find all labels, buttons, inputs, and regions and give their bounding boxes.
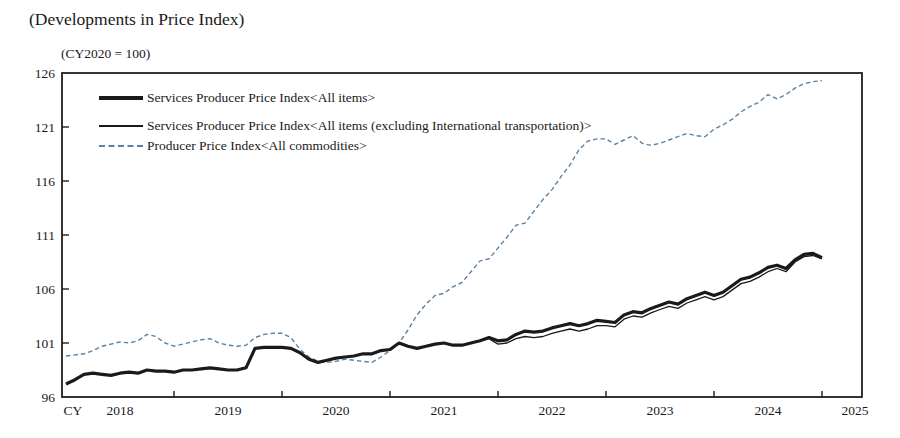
thick-line-swatch	[99, 96, 143, 100]
y-tick-label: 116	[35, 174, 55, 189]
x-tick-label: 2020	[323, 403, 350, 418]
x-tick-label: 2021	[431, 403, 458, 418]
y-tick-label: 106	[35, 282, 56, 297]
y-tick-label: 111	[36, 228, 55, 243]
series-line-0	[66, 253, 822, 384]
legend-label: Services Producer Price Index<All items …	[147, 116, 591, 136]
price-index-chart: 96 101 106 111 116 121 126 CY 2018 2019 2020 2021 20…	[0, 0, 900, 438]
x-axis-cy-label: CY	[64, 403, 83, 418]
dashed-line-swatch	[99, 145, 143, 147]
legend-item-sppi-ex-intl: Services Producer Price Index<All items …	[99, 116, 591, 136]
x-tick-label: 2024	[755, 403, 782, 418]
x-tick-label: 2025	[842, 403, 869, 418]
x-tick-label: 2023	[647, 403, 674, 418]
price-index-figure: (Developments in Price Index) (CY2020 = …	[0, 0, 900, 438]
legend-item-sppi-all: Services Producer Price Index<All items>	[99, 88, 591, 108]
x-tick-label: 2018	[107, 403, 134, 418]
y-tick-label: 121	[35, 120, 55, 135]
legend-label: Services Producer Price Index<All items>	[147, 88, 375, 108]
chart-legend: Services Producer Price Index<All items>…	[99, 88, 591, 156]
x-tick-label: 2022	[539, 403, 566, 418]
x-tick-label: 2019	[215, 403, 242, 418]
thin-line-swatch	[99, 125, 143, 127]
legend-label: Producer Price Index<All commodities>	[147, 136, 367, 156]
y-tick-label: 101	[35, 336, 55, 351]
y-tick-label: 96	[42, 390, 56, 405]
legend-item-ppi: Producer Price Index<All commodities>	[99, 136, 591, 156]
series-line-1	[66, 256, 822, 385]
y-tick-label: 126	[35, 66, 56, 81]
